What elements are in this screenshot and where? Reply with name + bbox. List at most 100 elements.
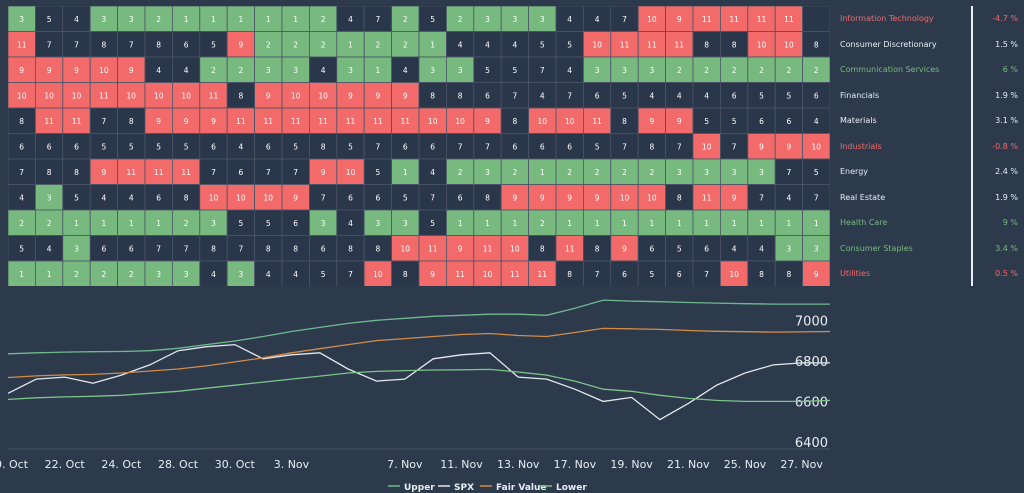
heatmap-cell-value: 5 (704, 117, 709, 126)
heatmap-cell-value: 9 (430, 270, 435, 279)
heatmap-cell-value: 6 (732, 91, 737, 100)
heatmap-cell (199, 209, 228, 236)
sector-change: -0.8 % (992, 141, 1018, 151)
heatmap-cell (637, 184, 667, 211)
heatmap-cell-value: 4 (293, 270, 298, 279)
heatmap-cell-value: 7 (704, 270, 709, 279)
heatmap-cell-value: 10 (154, 91, 164, 100)
heatmap-cell-value: 9 (293, 193, 298, 202)
heatmap-cell-value: 2 (156, 15, 161, 24)
legend-divider (971, 6, 973, 286)
heatmap-cell (802, 56, 830, 83)
heatmap-cell (336, 184, 365, 211)
heatmap-cell-value: 9 (129, 66, 134, 75)
heatmap-cell (144, 158, 173, 185)
heatmap-cell (500, 235, 530, 262)
heatmap-cell-value: 6 (376, 193, 381, 202)
heatmap-cell-value: 7 (19, 168, 24, 177)
sector-row: Consumer Discretionary 1.5 % (838, 32, 1018, 58)
heatmap-cell (144, 107, 173, 134)
heatmap-cell-value: 7 (595, 270, 600, 279)
heatmap-cell (692, 260, 721, 286)
heatmap-cell-value: 9 (759, 142, 764, 151)
heatmap-cell (89, 158, 118, 185)
heatmap-cell (117, 133, 146, 160)
heatmap-cell-value: 8 (266, 244, 271, 253)
heatmap-cell-value: 4 (458, 40, 463, 49)
heatmap-cell (62, 56, 91, 83)
heatmap-cell-value: 8 (485, 193, 490, 202)
heatmap-cell (610, 133, 639, 160)
heatmap-cell (89, 133, 118, 160)
heatmap-cell-value: 4 (184, 66, 189, 75)
heatmap-cell-value: 8 (211, 244, 216, 253)
heatmap-cell (802, 209, 830, 236)
heatmap-cell-value: 8 (622, 117, 627, 126)
heatmap-cell (720, 31, 749, 58)
heatmap-cell-value: 10 (291, 91, 301, 100)
heatmap-cell (34, 209, 64, 236)
heatmap-cell-value: 2 (211, 66, 216, 75)
heatmap-cell-value: 10 (318, 91, 328, 100)
heatmap-cell (418, 56, 447, 83)
heatmap-cell (418, 184, 447, 211)
heatmap-cell-value: 10 (99, 66, 109, 75)
heatmap-cell-value: 3 (458, 66, 463, 75)
heatmap-cell (747, 107, 776, 134)
heatmap-cell-value: 5 (266, 219, 271, 228)
heatmap-cell-value: 6 (184, 40, 189, 49)
heatmap-cell-value: 2 (458, 168, 463, 177)
heatmap-cell-value: 10 (428, 117, 438, 126)
heatmap-cell (720, 209, 749, 236)
heatmap-cell-value: 6 (403, 142, 408, 151)
x-tick-label: 22. Oct (45, 458, 86, 471)
heatmap-cell-value: 4 (266, 270, 271, 279)
heatmap-cell (226, 82, 255, 109)
heatmap-cell (281, 31, 310, 58)
heatmap-cell-value: 8 (403, 270, 408, 279)
heatmap-cell-value: 8 (732, 40, 737, 49)
heatmap-cell (445, 133, 475, 160)
heatmap-row: 6 6 6 5 5 5 5 6 4 6 5 8 5 7 6 6 7 7 6 6 6 5 7 8 7 10 7 9 9 10 (8, 133, 830, 160)
heatmap-cell-value: 9 (622, 244, 627, 253)
heatmap-cell-value: 5 (650, 270, 655, 279)
heatmap-cell (500, 184, 530, 211)
heatmap-cell (802, 107, 830, 134)
heatmap-cell (117, 184, 146, 211)
heatmap-cell-value: 10 (757, 40, 767, 49)
heatmap-cell (720, 158, 749, 185)
heatmap-cell-value: 4 (348, 219, 353, 228)
heatmap-cell-value: 1 (376, 66, 381, 75)
heatmap-cell (199, 6, 228, 32)
heatmap-cell-value: 7 (293, 168, 298, 177)
heatmap-cell-value: 4 (814, 117, 819, 126)
heatmap-row: 7 8 8 9 11 11 11 7 6 7 7 9 10 5 1 4 2 3 2 1 2 2 2 2 3 3 3 3 7 5 (8, 158, 830, 185)
heatmap-cell-value: 9 (595, 193, 600, 202)
x-tick-label: 28. Oct (158, 458, 199, 471)
heatmap-cell (774, 184, 804, 211)
heatmap-cell (281, 158, 310, 185)
heatmap-cell (610, 107, 639, 134)
heatmap-cell-value: 11 (72, 117, 82, 126)
heatmap-cell-value: 9 (403, 91, 408, 100)
sector-change: 3.4 % (995, 243, 1018, 253)
heatmap-cell-value: 3 (513, 15, 518, 24)
heatmap-cell-value: 8 (102, 40, 107, 49)
heatmap-cell (637, 31, 667, 58)
heatmap-cell-value: 6 (485, 91, 490, 100)
heatmap-cell-value: 5 (47, 15, 52, 24)
heatmap-cell-value: 8 (430, 91, 435, 100)
heatmap-row: 5 4 3 6 6 7 7 8 7 8 8 6 8 8 10 11 9 11 10 8 11 8 9 6 5 6 4 4 3 3 (8, 235, 830, 262)
heatmap-cell-value: 7 (567, 91, 572, 100)
heatmap-cell-value: 6 (239, 168, 244, 177)
heatmap-cell (391, 107, 420, 134)
heatmap-cell (445, 107, 475, 134)
heatmap-cell-value: 5 (321, 270, 326, 279)
heatmap-cell-value: 2 (732, 66, 737, 75)
heatmap-cell-value: 3 (650, 66, 655, 75)
heatmap-cell-value: 2 (540, 219, 545, 228)
heatmap-cell (473, 235, 502, 262)
heatmap-cell-value: 2 (74, 270, 79, 279)
heatmap-cell (171, 133, 201, 160)
heatmap-cell-value: 1 (595, 219, 600, 228)
